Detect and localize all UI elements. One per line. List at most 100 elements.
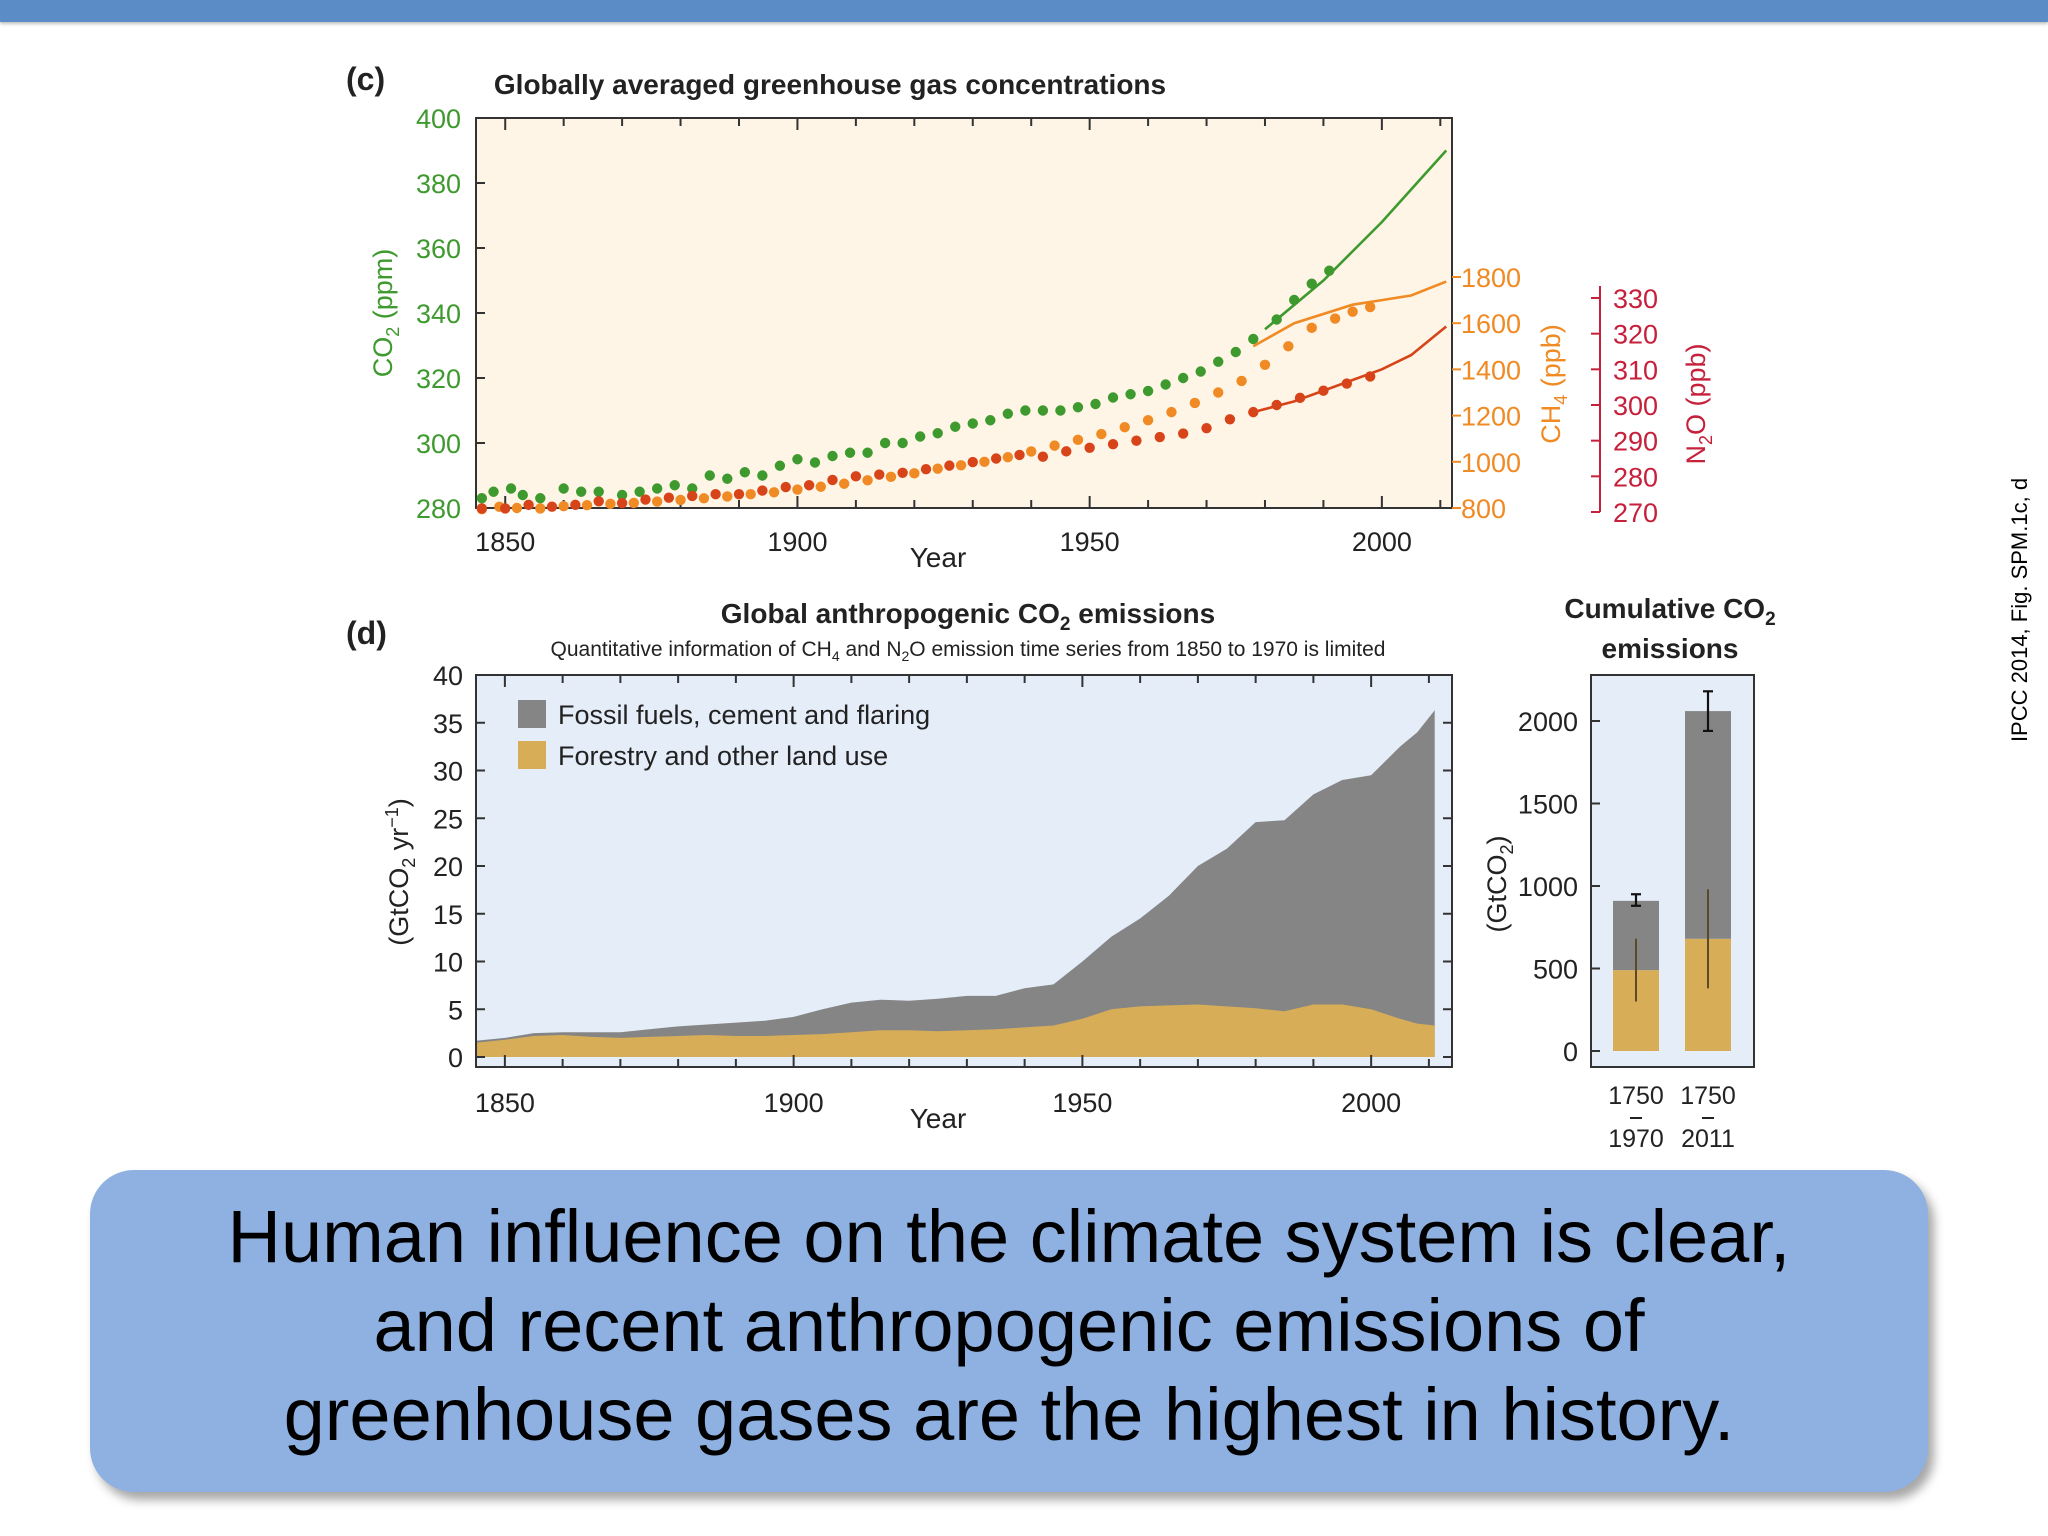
- n2o-axis-label: N2O (ppb): [1681, 343, 1716, 464]
- co2-point: [616, 489, 628, 501]
- panel-d-x-tick-label: 1900: [764, 1088, 824, 1118]
- co2-point: [505, 483, 517, 494]
- land-use-area: [476, 1004, 1435, 1057]
- co2-point: [687, 483, 698, 494]
- n2o-point: [546, 501, 558, 512]
- n2o-point: [616, 497, 628, 509]
- n2o-tick-label: 300: [1613, 391, 1658, 421]
- ch4-tick-label: 1600: [1461, 309, 1521, 339]
- cumulative-bar-end-label: 1970: [1608, 1125, 1664, 1153]
- co2-point: [1002, 408, 1014, 419]
- panel-c-x-tick-label: 1950: [1060, 527, 1120, 557]
- co2-point: [704, 470, 715, 481]
- n2o-tick-label: 280: [1613, 462, 1658, 492]
- co2-point: [1248, 333, 1259, 345]
- ch4-tick-label: 1000: [1461, 448, 1521, 478]
- n2o-point: [1154, 431, 1165, 443]
- ch4-point: [1329, 313, 1341, 324]
- panel-d-y-label: (GtCO2 yr−1): [382, 798, 419, 946]
- ch4-point: [605, 498, 616, 510]
- n2o-tick-label: 270: [1613, 498, 1658, 528]
- n2o-point: [1061, 446, 1072, 457]
- co2-point: [722, 473, 733, 484]
- n2o-point: [850, 471, 862, 482]
- n2o-point: [500, 503, 511, 514]
- n2o-point: [780, 481, 791, 493]
- ch4-point: [1072, 434, 1084, 446]
- co2-point: [757, 470, 768, 481]
- ch4-point: [1213, 387, 1224, 398]
- cumulative-y-tick-label: 1000: [1518, 872, 1578, 902]
- ch4-point: [1119, 421, 1130, 433]
- co2-point: [1230, 346, 1241, 358]
- co2-point: [897, 437, 908, 449]
- ch4-axis-label: CH4 (ppb): [1536, 324, 1571, 444]
- n2o-point: [687, 490, 698, 502]
- panel-c: (c) Globally averaged greenhouse gas con…: [346, 61, 1716, 573]
- cumulative-y-label: (GtCO2): [1482, 835, 1517, 932]
- co2-point: [669, 480, 680, 491]
- n2o-point: [733, 488, 745, 500]
- co2-point: [1160, 379, 1171, 390]
- co2-tick-label: 300: [416, 429, 461, 459]
- co2-point: [517, 489, 528, 501]
- co2-point: [651, 483, 663, 494]
- panel-d-y-axis: 0 5 10 15 20 25 30 35 40: [433, 661, 1452, 1073]
- ch4-point: [815, 481, 827, 492]
- cumulative-bar-start-label: 1750: [1680, 1082, 1736, 1110]
- co2-point: [535, 493, 546, 504]
- ch4-point: [792, 484, 803, 495]
- ch4-tick-label: 1800: [1461, 263, 1521, 293]
- ch4-point: [581, 500, 593, 511]
- n2o-point: [803, 480, 815, 491]
- co2-point: [476, 493, 488, 504]
- n2o-point: [523, 499, 534, 511]
- panel-d-y-tick-label: 5: [448, 995, 463, 1025]
- ch4-point: [932, 463, 943, 474]
- cumulative-bar-end-label: 2011: [1681, 1125, 1735, 1153]
- n2o-tick-label: 330: [1613, 284, 1658, 314]
- ch4-point: [1142, 415, 1154, 426]
- co2-point: [827, 450, 838, 462]
- ch4-point: [1166, 406, 1177, 418]
- panel-c-title: Globally averaged greenhouse gas concent…: [494, 69, 1166, 100]
- panel-d-x-tick-label: 1850: [475, 1088, 535, 1118]
- ch4-point: [1306, 322, 1317, 334]
- co2-point: [1142, 385, 1154, 397]
- fossil-fuels-area: [476, 710, 1435, 1057]
- co2-point: [1213, 356, 1224, 367]
- ch4-axis: 800 1000 1200 1400 1600 1800: [1452, 263, 1521, 524]
- n2o-point: [663, 492, 675, 503]
- caption-box: Human influence on the climate system is…: [90, 1170, 1928, 1492]
- ch4-point: [1347, 306, 1358, 317]
- n2o-point: [990, 453, 1002, 464]
- co2-tick-label: 320: [416, 364, 461, 394]
- n2o-point: [757, 485, 768, 496]
- ch4-point: [979, 456, 990, 467]
- ch4-point: [768, 487, 780, 498]
- cumulative-bar-start-label: 1750: [1608, 1082, 1664, 1110]
- co2-point: [634, 486, 645, 497]
- n2o-point: [1201, 422, 1212, 434]
- ch4-point: [558, 500, 569, 512]
- legend-land-swatch: [518, 741, 546, 769]
- ch4-point: [1364, 301, 1376, 313]
- co2-point: [967, 418, 978, 429]
- co2-tick-label: 360: [416, 234, 461, 264]
- panel-d-y-tick-label: 15: [433, 900, 463, 930]
- ch4-tick-label: 1400: [1461, 355, 1521, 385]
- ch4-point: [1002, 451, 1014, 463]
- panel-cumulative: Cumulative CO2 emissions 0 500 1000 1500 200…: [1482, 593, 1776, 1153]
- co2-point: [593, 486, 604, 497]
- top-banner: [0, 0, 2048, 22]
- ch4-tick-label: 1200: [1461, 402, 1521, 432]
- n2o-axis: 270 280 290 300 310 320 330: [1591, 284, 1658, 528]
- n2o-point: [476, 503, 488, 514]
- caption-line-1: Human influence on the climate system is…: [227, 1195, 1791, 1278]
- ch4-point: [838, 478, 850, 489]
- panel-d-y-tick-label: 40: [433, 661, 463, 691]
- co2-point: [488, 486, 499, 497]
- panel-d-x-tick-label: 1950: [1052, 1088, 1112, 1118]
- ch4-point: [722, 491, 733, 502]
- co2-point: [879, 437, 891, 449]
